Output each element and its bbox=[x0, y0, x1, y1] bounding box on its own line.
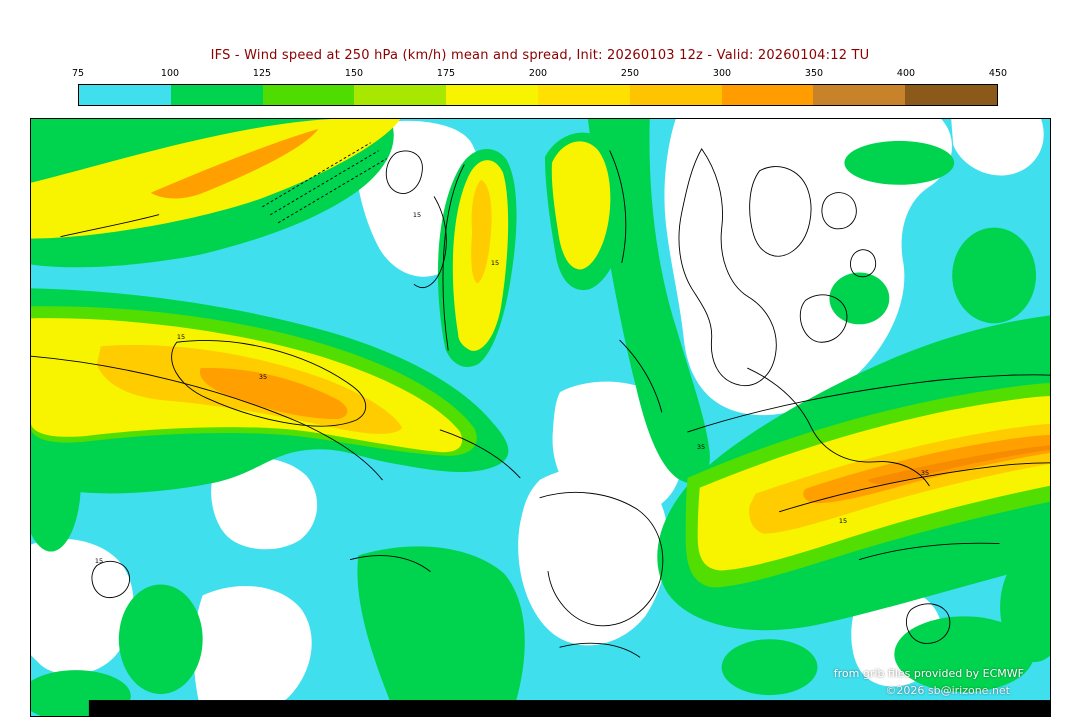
colorbar-gradient bbox=[78, 84, 998, 106]
bottom-black-bar bbox=[88, 700, 1050, 716]
colorbar-segment bbox=[721, 85, 814, 105]
colorbar-tick-label: 175 bbox=[436, 68, 456, 79]
wind-map: 15 35 15 35 15 15 35 15 from grib files provide… bbox=[30, 118, 1051, 717]
colorbar-tick-label: 250 bbox=[620, 68, 640, 79]
colorbar-tick-label: 350 bbox=[804, 68, 824, 79]
page-title: IFS - Wind speed at 250 hPa (km/h) mean … bbox=[210, 48, 870, 63]
colorbar-tick-label: 400 bbox=[896, 68, 916, 79]
colorbar-segment bbox=[262, 85, 355, 105]
colorbar-tick-label: 150 bbox=[344, 68, 364, 79]
colorbar-tick-label: 200 bbox=[528, 68, 548, 79]
colorbar-tick-label: 75 bbox=[71, 68, 85, 79]
colorbar-tick-label: 100 bbox=[160, 68, 180, 79]
colorbar-segment bbox=[905, 85, 997, 105]
colorbar-tick-label: 300 bbox=[712, 68, 732, 79]
colorbar-segment bbox=[170, 85, 263, 105]
colorbar-segment bbox=[537, 85, 630, 105]
colorbar-segment bbox=[813, 85, 906, 105]
coastline-contour-layer bbox=[31, 142, 1050, 658]
colorbar-tick-label: 450 bbox=[988, 68, 1008, 79]
colorbar-segment bbox=[79, 85, 171, 105]
colorbar-segment bbox=[354, 85, 447, 105]
wind-fill-layer bbox=[31, 119, 1050, 716]
colorbar-ticks: 75 100 125 150 175 200 250 300 350 400 450 bbox=[72, 68, 1007, 80]
colorbar-tick-label: 125 bbox=[252, 68, 272, 79]
attribution-copyright: ©2026 sb@irizone.net bbox=[885, 684, 1010, 697]
wind-map-svg bbox=[31, 119, 1050, 716]
attribution-source: from grib files provided by ECMWF bbox=[833, 667, 1024, 680]
colorbar-segment bbox=[446, 85, 538, 105]
colorbar-segment bbox=[629, 85, 722, 105]
